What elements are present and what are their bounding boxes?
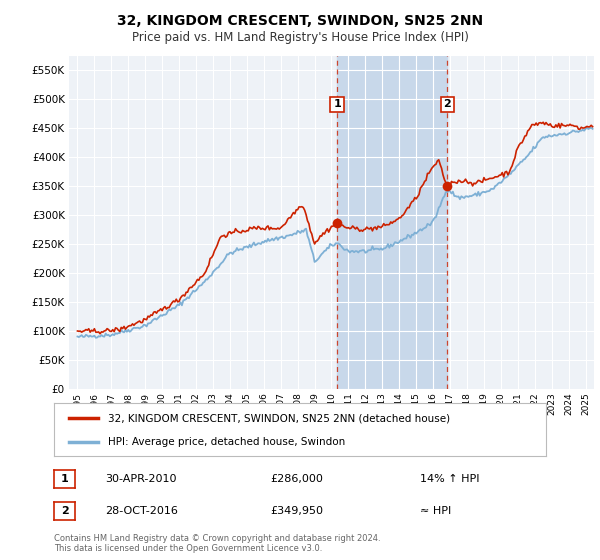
Text: ≈ HPI: ≈ HPI [420,506,451,516]
Text: Price paid vs. HM Land Registry's House Price Index (HPI): Price paid vs. HM Land Registry's House … [131,31,469,44]
Text: Contains HM Land Registry data © Crown copyright and database right 2024.
This d: Contains HM Land Registry data © Crown c… [54,534,380,553]
Text: 2: 2 [61,506,68,516]
Text: 30-APR-2010: 30-APR-2010 [105,474,176,484]
Text: 1: 1 [61,474,68,484]
Text: 32, KINGDOM CRESCENT, SWINDON, SN25 2NN: 32, KINGDOM CRESCENT, SWINDON, SN25 2NN [117,14,483,28]
Text: HPI: Average price, detached house, Swindon: HPI: Average price, detached house, Swin… [108,436,346,446]
Text: 1: 1 [333,99,341,109]
Text: 28-OCT-2016: 28-OCT-2016 [105,506,178,516]
Bar [337,56,447,389]
Text: 2: 2 [443,99,451,109]
Text: £286,000: £286,000 [270,474,323,484]
Text: £349,950: £349,950 [270,506,323,516]
Text: 32, KINGDOM CRESCENT, SWINDON, SN25 2NN (detached house): 32, KINGDOM CRESCENT, SWINDON, SN25 2NN … [108,413,450,423]
Text: 14% ↑ HPI: 14% ↑ HPI [420,474,479,484]
